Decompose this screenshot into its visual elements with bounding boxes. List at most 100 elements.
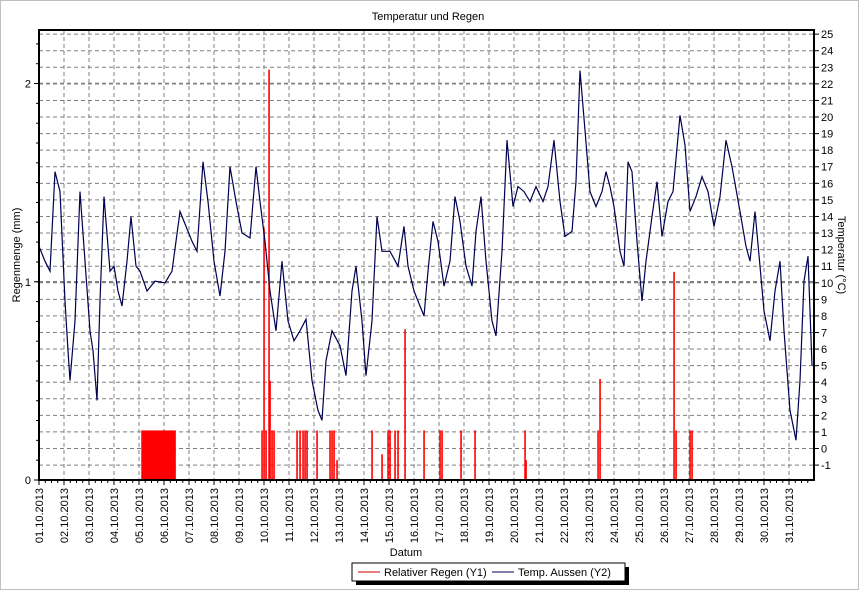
rain-bar <box>268 69 270 480</box>
y-tick-label: 2 <box>25 79 31 91</box>
rain-bar <box>173 430 175 480</box>
rain-bar <box>599 378 601 480</box>
rain-bar <box>333 430 335 480</box>
y2-tick-label: 16 <box>821 178 833 190</box>
x-tick-label: 17.10.2013 <box>434 488 446 543</box>
rain-bar <box>172 430 174 480</box>
x-tick-label: 13.10.2013 <box>334 488 346 543</box>
gridlines <box>38 30 814 481</box>
rain-bar <box>157 430 159 480</box>
rain-bar <box>439 430 441 480</box>
x-tick-label: 25.10.2013 <box>634 488 646 543</box>
rain-bar <box>144 430 146 480</box>
y2-tick-label: 19 <box>821 129 833 141</box>
rain-bar <box>145 430 147 480</box>
y2-tick-label: 14 <box>821 211 833 223</box>
rain-bar <box>159 430 161 480</box>
x-tick-label: 16.10.2013 <box>409 488 421 543</box>
rain-bar <box>166 430 168 480</box>
y2-tick-label: 7 <box>821 327 827 339</box>
y2-tick-label: 11 <box>821 261 832 273</box>
rain-bar <box>152 430 154 480</box>
rain-bar <box>525 460 527 480</box>
rain-bar <box>273 430 275 480</box>
rain-bar <box>381 454 383 480</box>
x-tick-label: 14.10.2013 <box>359 488 371 543</box>
y-tick-label: 0 <box>25 475 31 487</box>
rain-bar <box>148 430 150 480</box>
rain-bar <box>158 430 160 480</box>
rain-bar <box>474 430 476 480</box>
rain-bar <box>150 430 152 480</box>
x-tick-label: 29.10.2013 <box>734 488 746 543</box>
x-tick-label: 22.10.2013 <box>559 488 571 543</box>
rain-bar <box>170 430 172 480</box>
rain-bar <box>153 430 155 480</box>
x-tick-label: 08.10.2013 <box>209 488 221 543</box>
rain-bar <box>143 430 145 480</box>
rain-bar <box>165 430 167 480</box>
rain-bar <box>306 430 308 480</box>
rain-bar <box>161 430 163 480</box>
legend-label-rain: Relativer Regen (Y1) <box>384 567 487 579</box>
rain-bar <box>299 430 301 480</box>
rain-bar <box>142 430 144 480</box>
y2-tick-label: 21 <box>821 95 833 107</box>
x-tick-label: 15.10.2013 <box>384 488 396 543</box>
y2-tick-label: 15 <box>821 195 833 207</box>
rain-bar <box>265 430 267 480</box>
y2-tick-label: 2 <box>821 410 827 422</box>
x-tick-label: 05.10.2013 <box>134 488 146 543</box>
rain-bar <box>524 430 526 480</box>
rain-bar <box>174 430 176 480</box>
rain-bar <box>163 430 165 480</box>
y2-tick-label: 22 <box>821 79 833 91</box>
y2-tick-label: 13 <box>821 228 833 240</box>
rain-bars <box>141 69 693 480</box>
rain-bar <box>162 430 164 480</box>
rain-bar <box>673 271 675 480</box>
temperature-line <box>38 70 813 441</box>
x-tick-label: 03.10.2013 <box>84 488 96 543</box>
y2-tick-label: 5 <box>821 361 827 373</box>
x-tick-label: 01.10.2013 <box>34 488 46 543</box>
x-tick-label: 27.10.2013 <box>684 488 696 543</box>
rain-bar <box>168 430 170 480</box>
rain-bar <box>171 430 173 480</box>
rain-bar <box>169 430 171 480</box>
legend: Relativer Regen (Y1) Temp. Aussen (Y2) <box>351 562 629 585</box>
x-tick-label: 10.10.2013 <box>259 488 271 543</box>
rain-bar <box>167 430 169 480</box>
y2-tick-label: 10 <box>821 278 833 290</box>
x-tick-label: 31.10.2013 <box>784 488 796 543</box>
rain-bar <box>387 430 389 480</box>
rain-bar <box>263 228 265 480</box>
rain-bar <box>304 430 306 480</box>
x-tick-label: 09.10.2013 <box>234 488 246 543</box>
y2-tick-label: 9 <box>821 294 827 306</box>
rain-bar <box>597 430 599 480</box>
rain-bar <box>147 430 149 480</box>
rain-bar <box>155 430 157 480</box>
rain-bar <box>156 430 158 480</box>
plot-area-border <box>38 29 815 481</box>
y2-tick-label: 23 <box>821 62 833 74</box>
x-tick-label: 21.10.2013 <box>534 488 546 543</box>
rain-bar <box>261 430 263 480</box>
x-tick-label: 28.10.2013 <box>709 488 721 543</box>
rain-bar <box>296 430 298 480</box>
rain-bar <box>146 430 148 480</box>
y2-tick-label: 3 <box>821 394 827 406</box>
rain-bar <box>394 430 396 480</box>
rain-bar <box>269 380 271 480</box>
x-tick-label: 12.10.2013 <box>309 488 321 543</box>
x-tick-label: 19.10.2013 <box>484 488 496 543</box>
y2-tick-label: 8 <box>821 311 827 323</box>
rain-bar <box>302 430 304 480</box>
rain-bar <box>397 430 399 480</box>
y2-tick-label: 25 <box>821 29 833 41</box>
rain-bar <box>336 460 338 480</box>
rain-bar <box>164 430 166 480</box>
rain-bar <box>316 430 318 480</box>
